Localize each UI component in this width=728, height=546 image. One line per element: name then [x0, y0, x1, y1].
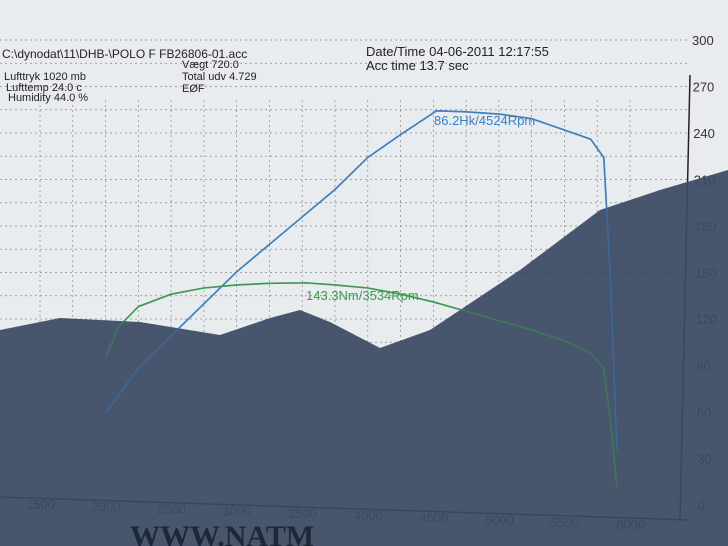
- watermark-url: WWW.NATM: [130, 520, 314, 546]
- shadow: [0, 170, 728, 546]
- y-tick-label: 300: [692, 33, 714, 48]
- humidity: Humidity 44.0 %: [8, 92, 88, 104]
- date-time: Date/Time 04-06-2011 12:17:55: [366, 44, 549, 59]
- power-peak-label: 86.2Hk/4524Rpm: [434, 113, 535, 128]
- torque-curve: [104, 282, 618, 487]
- file-path: C:\dynodat\11\DHB-\POLO F FB26806-01.acc: [2, 47, 247, 61]
- lufttryk: Lufttryk 1020 mb: [4, 71, 86, 83]
- eof: EØF: [182, 83, 205, 95]
- power-curve: [104, 110, 618, 451]
- total-udv: Total udv 4.729: [182, 71, 257, 83]
- header-block: C:\dynodat\11\DHB-\POLO F FB26806-01.acc…: [2, 44, 549, 104]
- lufttemp: Lufttemp 24.0 c: [6, 82, 82, 94]
- y-tick-label: 270: [693, 80, 715, 95]
- torque-peak-label: 143.3Nm/3534Rpm: [306, 288, 419, 303]
- acc-time: Acc time 13.7 sec: [366, 58, 469, 73]
- y-tick-label: 240: [693, 126, 715, 141]
- series-layer-in-shadow: [104, 110, 618, 487]
- vaegt: Vægt 720.0: [182, 59, 239, 71]
